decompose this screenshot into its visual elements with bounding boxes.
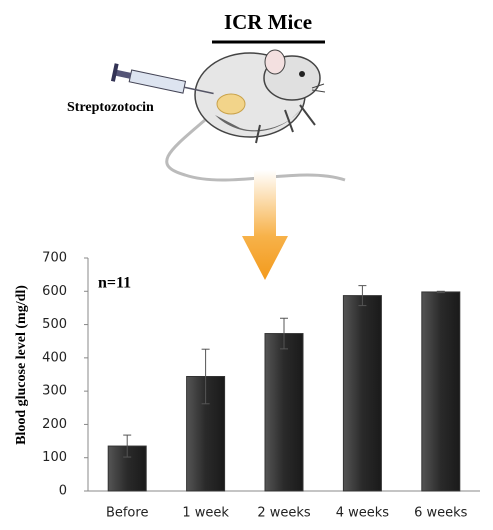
bar [421,291,461,492]
y-tick-label: 500 [42,317,67,332]
annotation: n=11 [98,275,131,292]
syringe [110,63,214,95]
x-tick-label: 1 week [182,506,229,521]
arrow [242,170,288,280]
bar [342,295,382,492]
x-tick-label: 6 weeks [414,506,468,521]
title: ICR Mice [224,10,312,34]
y-tick-label: 400 [42,350,67,365]
mouse-illustration [165,49,346,182]
drug-label: Streptozotocin [67,100,154,115]
bar [264,333,304,492]
y-tick-label: 700 [42,251,67,266]
y-tick-label: 0 [59,484,67,499]
y-tick-label: 300 [42,384,67,399]
x-tick-label: Before [106,506,149,521]
y-tick-label: 200 [42,417,67,432]
y-tick-label: 100 [42,450,67,465]
y-tick-label: 600 [42,284,67,299]
x-tick-label: 4 weeks [336,506,390,521]
x-tick-label: 2 weeks [257,506,311,521]
y-axis-title: Blood glucose level (mg/dl) [14,285,29,445]
